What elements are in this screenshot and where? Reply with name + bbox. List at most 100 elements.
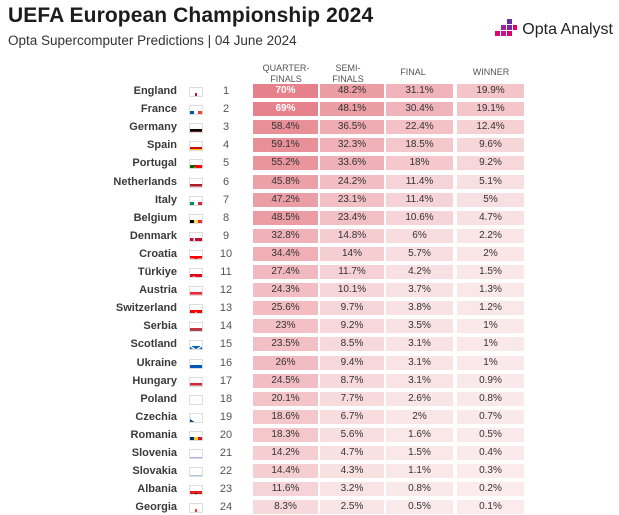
cell-sf: 10.1% <box>320 283 384 298</box>
flag-svk-icon <box>189 467 203 478</box>
flag-geo-icon <box>189 503 203 514</box>
cell-final: 3.7% <box>386 283 453 298</box>
cell-qf: 24.3% <box>253 283 318 298</box>
cell-qf: 32.8% <box>253 228 318 243</box>
rank-number: 4 <box>222 139 230 152</box>
rank-number: 13 <box>219 302 233 315</box>
team-name: Albania <box>137 483 177 496</box>
cell-qf: 8.3% <box>253 500 318 515</box>
team-name: Netherlands <box>113 175 177 188</box>
cell-final: 2% <box>386 409 453 424</box>
team-name: Slovakia <box>132 465 177 478</box>
table-row: Italy 7 47.2% 23.1% 11.4% 5% <box>0 192 619 208</box>
flag-sui-icon <box>189 304 203 315</box>
team-name: Denmark <box>129 229 177 242</box>
cell-sf: 8.7% <box>320 373 384 388</box>
cell-winner: 2.2% <box>457 228 524 243</box>
cell-sf: 4.7% <box>320 446 384 460</box>
cell-qf: 55.2% <box>253 156 318 171</box>
cell-sf: 14% <box>320 246 384 261</box>
rank-number: 18 <box>219 392 233 405</box>
cell-winner: 0.2% <box>457 482 524 497</box>
cell-qf: 45.8% <box>253 174 318 189</box>
cell-qf: 20.1% <box>253 391 318 406</box>
cell-winner: 1% <box>457 319 524 334</box>
cell-qf: 58.4% <box>253 120 318 135</box>
table-row: Belgium 8 48.5% 23.4% 10.6% 4.7% <box>0 210 619 226</box>
table-row: Netherlands 6 45.8% 24.2% 11.4% 5.1% <box>0 174 619 190</box>
table-row: Denmark 9 32.8% 14.8% 6% 2.2% <box>0 228 619 244</box>
cell-final: 11.4% <box>386 192 453 207</box>
flag-hun-icon <box>189 376 203 387</box>
table-row: Hungary 17 24.5% 8.7% 3.1% 0.9% <box>0 373 619 389</box>
cell-sf: 7.7% <box>320 391 384 406</box>
flag-alb-icon <box>189 485 203 496</box>
cell-qf: 11.6% <box>253 482 318 497</box>
team-name: Austria <box>139 284 177 297</box>
flag-eng-icon <box>189 87 203 97</box>
cell-winner: 0.5% <box>457 427 524 442</box>
cell-sf: 23.1% <box>320 192 384 207</box>
rank-number: 11 <box>220 266 232 278</box>
table-row: Georgia 24 8.3% 2.5% 0.5% 0.1% <box>0 499 619 515</box>
cell-final: 5.7% <box>386 246 453 261</box>
cell-winner: 19.1% <box>457 102 524 117</box>
column-header-semi-finals: SEMI- FINALS <box>332 63 364 84</box>
team-name: Portugal <box>132 157 177 170</box>
flag-tur-icon <box>189 268 203 278</box>
cell-winner: 1% <box>457 355 524 370</box>
cell-sf: 9.2% <box>320 319 384 334</box>
cell-final: 18.5% <box>386 138 453 153</box>
team-name: Poland <box>140 392 177 405</box>
table-row: England 1 70% 48.2% 31.1% 19.9% <box>0 83 619 99</box>
flag-por-icon <box>189 159 203 170</box>
cell-qf: 34.4% <box>253 246 318 261</box>
opta-logo-icon <box>495 19 518 36</box>
rank-number: 5 <box>222 157 230 170</box>
rank-number: 14 <box>219 320 233 333</box>
cell-sf: 33.6% <box>320 156 384 171</box>
flag-den-icon <box>189 231 203 242</box>
rank-number: 16 <box>219 356 233 369</box>
table-row: Romania 20 18.3% 5.6% 1.6% 0.5% <box>0 427 619 443</box>
cell-qf: 23% <box>253 319 318 334</box>
cell-winner: 1.5% <box>457 265 524 279</box>
cell-qf: 27.4% <box>253 265 318 279</box>
rank-number: 1 <box>222 85 230 97</box>
table-row: Switzerland 13 25.6% 9.7% 3.8% 1.2% <box>0 300 619 316</box>
rank-number: 24 <box>219 501 233 514</box>
flag-esp-icon <box>189 141 203 152</box>
page-title: UEFA European Championship 2024 <box>8 4 374 27</box>
table-row: Czechia 19 18.6% 6.7% 2% 0.7% <box>0 409 619 425</box>
flag-fra-icon <box>189 105 203 116</box>
team-name: England <box>133 85 177 97</box>
team-name: Czechia <box>135 410 177 423</box>
column-header-winner: WINNER <box>472 67 510 77</box>
cell-winner: 0.1% <box>457 500 524 515</box>
cell-final: 1.6% <box>386 427 453 442</box>
rank-number: 12 <box>219 284 233 297</box>
cell-final: 3.1% <box>386 355 453 370</box>
table-row: Portugal 5 55.2% 33.6% 18% 9.2% <box>0 155 619 171</box>
team-name: Serbia <box>143 320 177 333</box>
cell-final: 0.5% <box>386 500 453 515</box>
cell-sf: 23.4% <box>320 210 384 225</box>
cell-qf: 25.6% <box>253 301 318 316</box>
cell-qf: 24.5% <box>253 373 318 388</box>
brand-logo: Opta Analyst <box>494 19 613 41</box>
cell-final: 30.4% <box>386 102 453 117</box>
table-row: Albania 23 11.6% 3.2% 0.8% 0.2% <box>0 481 619 497</box>
rank-number: 19 <box>219 410 233 423</box>
table-row: Spain 4 59.1% 32.3% 18.5% 9.6% <box>0 137 619 153</box>
cell-final: 3.1% <box>386 373 453 388</box>
rank-number: 2 <box>222 103 230 116</box>
table-row: Slovakia 22 14.4% 4.3% 1.1% 0.3% <box>0 463 619 479</box>
cell-winner: 2% <box>457 246 524 261</box>
cell-sf: 11.7% <box>320 265 384 279</box>
flag-cro-icon <box>189 249 203 260</box>
cell-final: 11.4% <box>386 174 453 189</box>
cell-sf: 9.4% <box>320 355 384 370</box>
cell-winner: 1.3% <box>457 283 524 298</box>
cell-winner: 5% <box>457 192 524 207</box>
rank-number: 10 <box>219 247 233 260</box>
